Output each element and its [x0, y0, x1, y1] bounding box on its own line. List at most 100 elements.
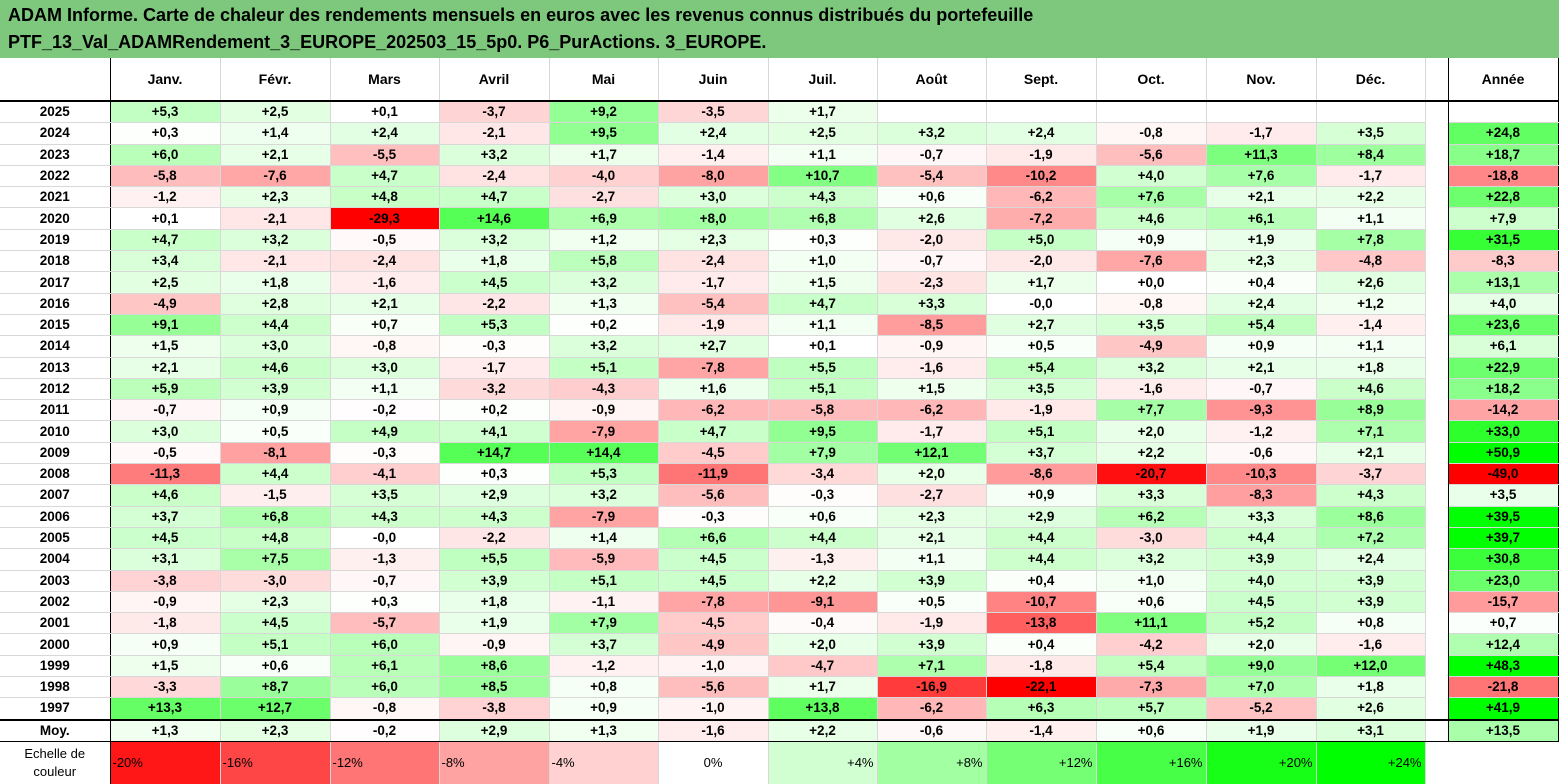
month-cell: -4,2: [1096, 633, 1207, 656]
header-row: Janv. Févr. Mars Avril Mai Juin Juil. Août Sept.…: [0, 58, 1559, 102]
color-scale-label: Echelle de couleur: [0, 741, 111, 784]
annual-cell: -18,8: [1448, 165, 1559, 188]
month-cell: -3,2: [439, 378, 550, 401]
month-cell: +2,0: [1096, 420, 1207, 443]
column-gap: [1424, 399, 1449, 421]
month-cell: -1,5: [220, 484, 331, 507]
month-cell: +2,1: [330, 293, 440, 315]
month-cell: +3,5: [1316, 122, 1426, 145]
month-cell: -10,3: [1206, 463, 1317, 486]
column-gap: [1424, 718, 1449, 742]
year-row: 1997 +13,3 +12,7 -0,8 -3,8 +0,9 -1,0 +13,8 -6,2 +…: [0, 697, 1559, 721]
year-label: 2007: [0, 484, 111, 507]
month-cell: +1,8: [439, 591, 550, 614]
column-gap: [1424, 463, 1449, 485]
month-cell: +2,3: [1206, 250, 1317, 273]
month-cell: +0,9: [549, 697, 659, 721]
month-cell: -2,0: [877, 229, 987, 252]
month-cell: +7,1: [877, 655, 987, 678]
color-scale-step: -16%: [220, 741, 331, 784]
month-cell: -0,7: [877, 144, 987, 166]
year-label: 2013: [0, 357, 111, 379]
month-cell: -4,5: [658, 442, 769, 465]
month-cell: -8,1: [220, 442, 331, 465]
month-cell: -3,8: [439, 697, 550, 721]
month-cell: +2,4: [986, 122, 1097, 145]
month-cell: +7,5: [220, 548, 331, 571]
month-cell: +2,0: [1206, 633, 1317, 656]
month-cell: +4,6: [220, 357, 331, 379]
month-cell: +1,1: [877, 548, 987, 571]
month-cell: +1,8: [220, 271, 331, 294]
month-cell: +3,2: [439, 229, 550, 252]
column-gap: [1424, 420, 1449, 443]
month-cell: +6,6: [658, 527, 769, 550]
month-cell: +2,3: [877, 506, 987, 528]
year-label: 2021: [0, 186, 111, 209]
month-cell: -4,1: [330, 463, 440, 486]
month-cell: -5,6: [1096, 144, 1207, 166]
column-gap: [1424, 676, 1449, 698]
year-label: 2012: [0, 378, 111, 401]
month-cell: -1,8: [110, 612, 221, 635]
month-cell: +3,7: [549, 633, 659, 656]
annual-cell: -14,2: [1448, 399, 1559, 422]
year-label: 2020: [0, 207, 111, 230]
month-cell: [986, 101, 1097, 124]
month-cell: +3,9: [877, 633, 987, 656]
month-cell: +4,6: [110, 484, 221, 507]
month-cell: +7,1: [1316, 420, 1426, 443]
column-gap: [1424, 271, 1449, 294]
average-cell: -1,6: [658, 718, 769, 742]
year-row: 2021 -1,2 +2,3 +4,8 +4,7 -2,7 +3,0 +4,3 +0,6 -6,2…: [0, 186, 1559, 209]
year-row: 2020 +0,1 -2,1 -29,3 +14,6 +6,9 +8,0 +6,8 +2,6 -7…: [0, 207, 1559, 230]
month-cell: -0,8: [1096, 122, 1207, 145]
month-cell: +2,7: [658, 335, 769, 358]
month-cell: +3,4: [110, 250, 221, 273]
month-cell: -3,5: [658, 101, 769, 124]
year-row: 2006 +3,7 +6,8 +4,3 +4,3 -7,9 -0,3 +0,6 +2,3 +2,9…: [0, 506, 1559, 528]
annual-cell: +22,9: [1448, 357, 1559, 379]
month-cell: +5,4: [1096, 655, 1207, 678]
month-cell: +3,7: [986, 442, 1097, 465]
month-cell: +11,1: [1096, 612, 1207, 635]
month-cell: -1,9: [986, 144, 1097, 166]
month-cell: -6,2: [877, 399, 987, 422]
month-cell: -0,8: [330, 697, 440, 721]
month-cell: -3,3: [110, 676, 221, 699]
year-row: 2004 +3,1 +7,5 -1,3 +5,5 -5,9 +4,5 -1,3 +1,1 +4,4…: [0, 548, 1559, 571]
month-cell: -4,0: [549, 165, 659, 188]
month-cell: -2,2: [439, 527, 550, 550]
month-cell: +2,2: [1316, 186, 1426, 209]
month-cell: +2,7: [986, 314, 1097, 337]
month-cell: +1,4: [549, 527, 659, 550]
month-cell: -0,9: [877, 335, 987, 358]
month-cell: -5,6: [658, 484, 769, 507]
month-cell: +5,9: [110, 378, 221, 401]
column-gap: [1424, 527, 1449, 549]
column-gap: [1424, 548, 1449, 571]
month-cell: +0,4: [986, 633, 1097, 656]
color-scale-step: +20%: [1206, 741, 1317, 784]
month-cell: +4,5: [110, 527, 221, 550]
month-cell: +3,2: [220, 229, 331, 252]
year-row: 2005 +4,5 +4,8 -0,0 -2,2 +1,4 +6,6 +4,4 +2,1 +4,4…: [0, 527, 1559, 550]
year-row: 2010 +3,0 +0,5 +4,9 +4,1 -7,9 +4,7 +9,5 -1,7 +5,1…: [0, 420, 1559, 443]
month-cell: -22,1: [986, 676, 1097, 699]
month-cell: +1,2: [549, 229, 659, 252]
month-cell: +1,8: [439, 250, 550, 273]
year-label: 2004: [0, 548, 111, 571]
month-cell: -5,2: [1206, 697, 1317, 721]
month-cell: -0,3: [768, 484, 878, 507]
year-label: 2010: [0, 420, 111, 443]
column-gap: [1424, 591, 1449, 613]
month-cell: +6,9: [549, 207, 659, 230]
average-cell: -1,4: [986, 718, 1097, 742]
month-cell: +0,2: [439, 399, 550, 422]
month-cell: +2,9: [439, 484, 550, 507]
year-row: 1999 +1,5 +0,6 +6,1 +8,6 -1,2 -1,0 -4,7 +7,1 -1,8…: [0, 655, 1559, 678]
month-cell: +4,4: [220, 463, 331, 486]
month-cell: -29,3: [330, 207, 440, 230]
month-cell: +3,0: [658, 186, 769, 209]
year-label: 1999: [0, 655, 111, 678]
